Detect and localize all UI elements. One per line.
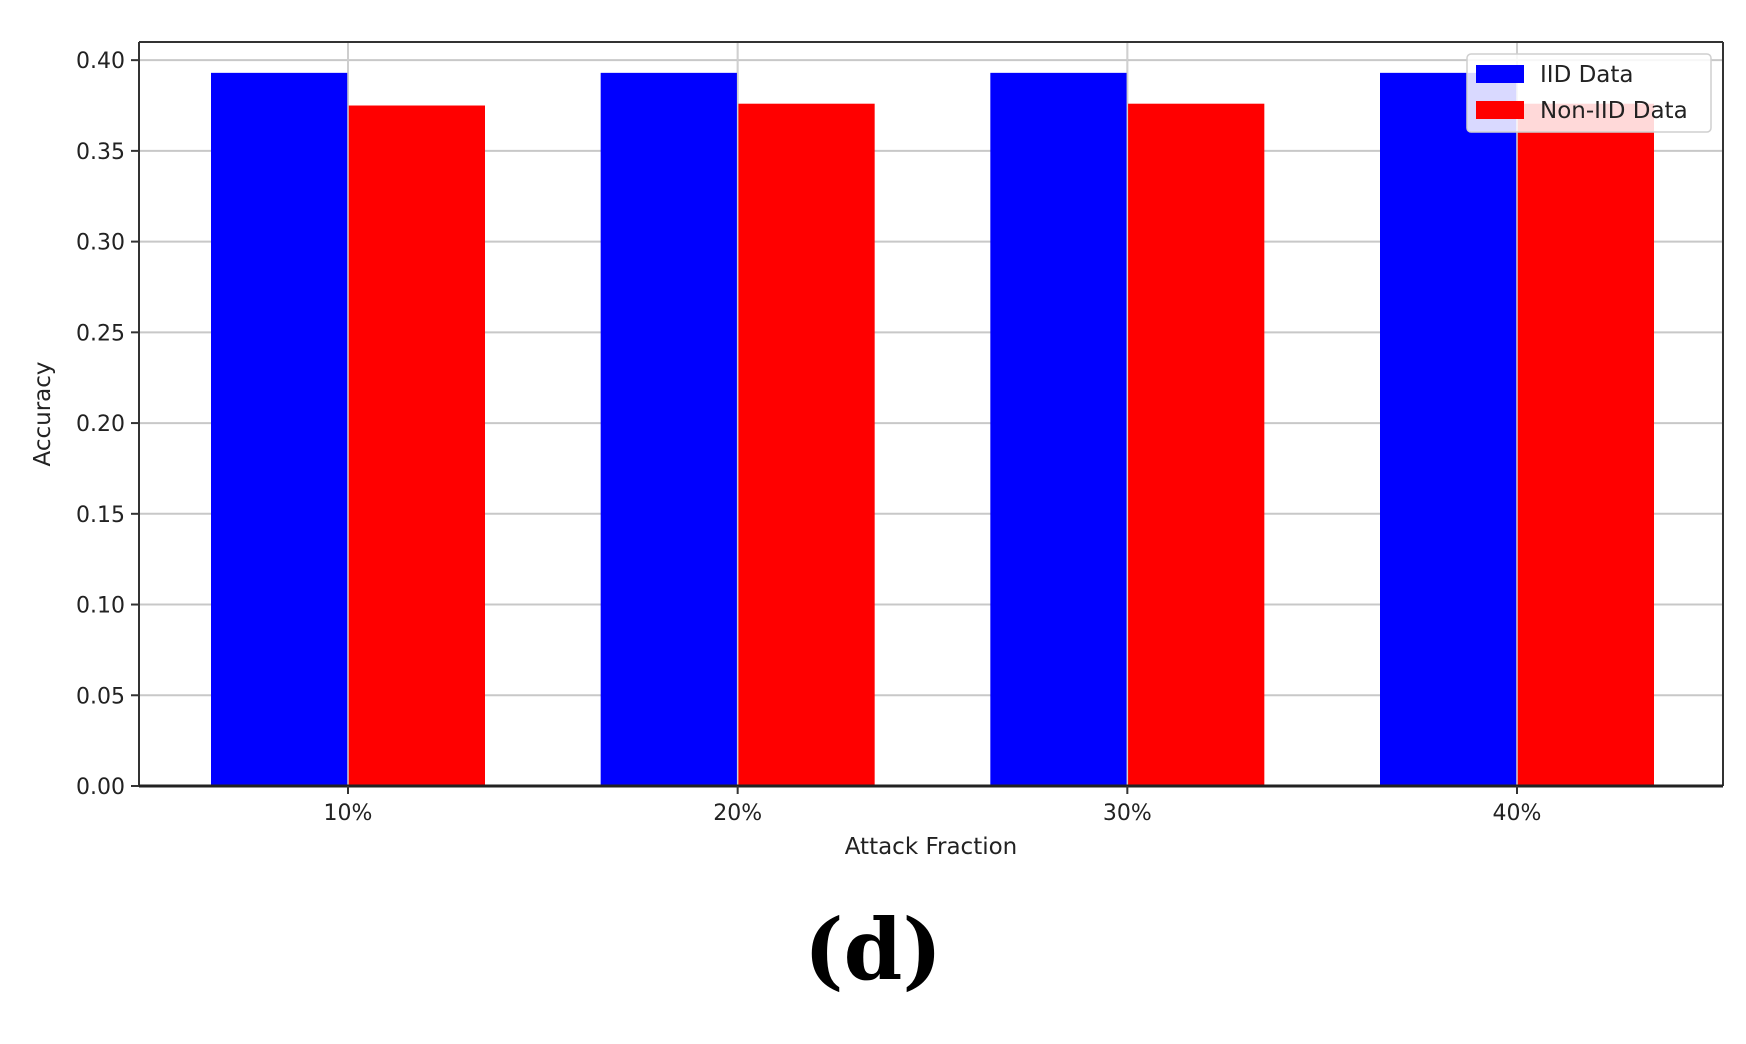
y-tick-label: 0.20 <box>76 412 125 437</box>
y-tick-label: 0.25 <box>76 321 125 346</box>
axes <box>131 41 1724 794</box>
x-axis-label: Attack Fraction <box>845 834 1018 860</box>
x-tick-label: 40% <box>1493 801 1542 826</box>
legend-box <box>1466 53 1712 133</box>
legend: IID Data Non-IID Data <box>1466 53 1712 133</box>
y-tick-label: 0.05 <box>76 684 125 709</box>
bar-iid <box>600 72 738 787</box>
bar-iid <box>211 72 348 787</box>
bar-non-iid <box>348 105 485 786</box>
bar-non-iid <box>1517 103 1654 786</box>
y-tick-label: 0.35 <box>76 140 125 165</box>
y-tick-label: 0.15 <box>76 503 125 528</box>
bar-iid <box>990 72 1128 787</box>
y-tick-label: 0.00 <box>76 775 125 800</box>
legend-label: Non-IID Data <box>1540 98 1688 124</box>
bars <box>211 42 1654 787</box>
legend-swatch <box>1476 101 1524 119</box>
tick-labels: 0.00 0.05 0.10 0.15 0.20 0.25 0.30 0.35 0.40 10% 2… <box>76 49 1541 826</box>
x-tick-label: 30% <box>1103 801 1152 826</box>
y-tick-label: 0.30 <box>76 231 125 256</box>
legend-swatch <box>1476 65 1524 83</box>
y-tick-label: 0.10 <box>76 594 125 619</box>
bar-chart: 0.00 0.05 0.10 0.15 0.20 0.25 0.30 0.35 0.40 10% 2… <box>30 41 1724 860</box>
legend-label: IID Data <box>1540 62 1634 88</box>
x-tick-label: 20% <box>713 801 762 826</box>
bar-non-iid <box>1127 103 1265 786</box>
bar-iid <box>1380 72 1517 787</box>
bar-non-iid <box>737 103 875 786</box>
x-tick-label: 10% <box>324 801 373 826</box>
figure-caption: (d) <box>803 900 943 999</box>
y-tick-label: 0.40 <box>76 49 125 74</box>
y-axis-label: Accuracy <box>30 361 56 466</box>
